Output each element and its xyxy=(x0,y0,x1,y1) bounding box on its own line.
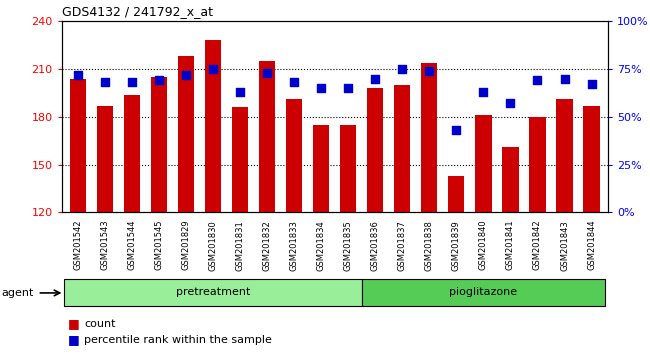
Text: GSM201835: GSM201835 xyxy=(344,220,353,270)
Text: GSM201831: GSM201831 xyxy=(236,220,244,270)
Text: ■: ■ xyxy=(68,318,80,330)
Bar xyxy=(70,79,86,212)
Bar xyxy=(529,117,545,212)
Point xyxy=(505,101,515,106)
Point xyxy=(289,80,300,85)
Bar xyxy=(340,125,356,212)
Point xyxy=(208,66,218,72)
Text: GSM201544: GSM201544 xyxy=(127,220,136,270)
Point xyxy=(478,89,489,95)
Text: GDS4132 / 241792_x_at: GDS4132 / 241792_x_at xyxy=(62,5,213,18)
Text: GSM201836: GSM201836 xyxy=(370,220,380,270)
Bar xyxy=(178,56,194,212)
Bar xyxy=(205,40,221,212)
Point xyxy=(370,76,380,81)
Point xyxy=(127,80,137,85)
Text: GSM201545: GSM201545 xyxy=(155,220,164,270)
Bar xyxy=(232,107,248,212)
Bar xyxy=(367,88,383,212)
Text: GSM201832: GSM201832 xyxy=(263,220,272,270)
Text: GSM201543: GSM201543 xyxy=(101,220,109,270)
Text: GSM201542: GSM201542 xyxy=(73,220,83,270)
Text: GSM201830: GSM201830 xyxy=(209,220,218,270)
Text: GSM201837: GSM201837 xyxy=(398,220,407,270)
Text: count: count xyxy=(84,319,116,329)
Bar xyxy=(421,63,437,212)
Point xyxy=(451,127,462,133)
Point xyxy=(424,68,435,74)
Text: ■: ■ xyxy=(68,333,80,346)
Text: GSM201834: GSM201834 xyxy=(317,220,326,270)
Text: GSM201844: GSM201844 xyxy=(587,220,596,270)
Text: GSM201842: GSM201842 xyxy=(533,220,542,270)
Point xyxy=(235,89,245,95)
Bar xyxy=(502,147,519,212)
Text: pretreatment: pretreatment xyxy=(176,287,250,297)
Bar xyxy=(475,115,491,212)
Bar xyxy=(286,99,302,212)
Text: agent: agent xyxy=(1,288,34,298)
Bar xyxy=(313,125,330,212)
Point xyxy=(343,85,354,91)
Text: GSM201840: GSM201840 xyxy=(479,220,488,270)
Bar xyxy=(362,279,605,307)
Text: GSM201833: GSM201833 xyxy=(290,220,299,270)
Bar xyxy=(394,85,410,212)
Point xyxy=(100,80,110,85)
Point xyxy=(397,66,408,72)
Bar xyxy=(259,61,276,212)
Bar xyxy=(64,279,362,307)
Text: pioglitazone: pioglitazone xyxy=(449,287,517,297)
Text: percentile rank within the sample: percentile rank within the sample xyxy=(84,335,272,345)
Text: GSM201838: GSM201838 xyxy=(425,220,434,270)
Bar xyxy=(584,105,600,212)
Bar xyxy=(151,77,167,212)
Point xyxy=(181,72,191,78)
Point xyxy=(316,85,326,91)
Bar xyxy=(124,95,140,212)
Point xyxy=(262,70,272,76)
Bar xyxy=(97,105,113,212)
Text: GSM201843: GSM201843 xyxy=(560,220,569,270)
Point xyxy=(154,78,164,83)
Text: GSM201829: GSM201829 xyxy=(181,220,190,270)
Point xyxy=(532,78,543,83)
Point xyxy=(586,81,597,87)
Point xyxy=(73,72,83,78)
Bar xyxy=(556,99,573,212)
Text: GSM201841: GSM201841 xyxy=(506,220,515,270)
Bar xyxy=(448,176,465,212)
Point xyxy=(559,76,569,81)
Text: GSM201839: GSM201839 xyxy=(452,220,461,270)
